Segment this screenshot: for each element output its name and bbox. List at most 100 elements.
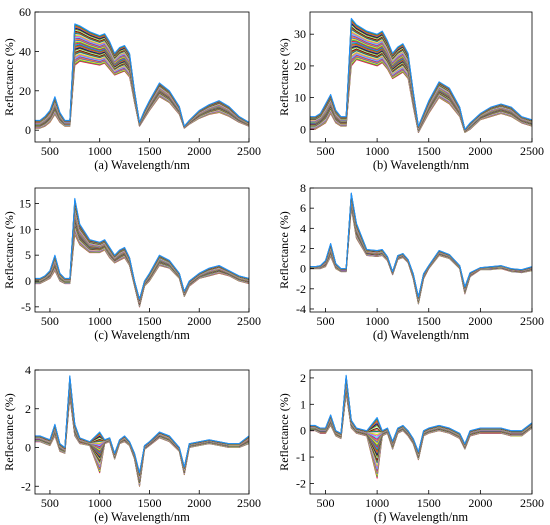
y-axis-label: Reflectance (%) [2,38,16,116]
spectrum-line [35,39,249,128]
x-tick-label: 1000 [365,314,389,328]
panel-a: 500 1000 1500 2000 2500 0 20 40 60 Reflectance (%… [2,5,261,172]
x-tick-label: 2000 [187,314,211,328]
x-tick-label: 1000 [88,314,112,328]
y-tick-label: -5 [21,300,31,314]
panel-d: 500 1000 1500 2000 2500 -4 -2 0 2 4 6 8 Reflectance … [277,181,544,342]
spectrum-line [35,204,249,301]
spectrum-line [310,30,532,131]
spectrum-line [310,195,532,299]
spectra-traces [310,374,532,479]
spectra-traces [310,192,532,305]
spectrum-line [35,207,249,302]
x-tick-label: 2500 [520,314,544,328]
spectrum-line [35,38,249,128]
x-tick-label: 2500 [237,314,261,328]
spectrum-line [35,43,249,128]
spectrum-line [35,202,249,301]
y-tick-label: 1 [300,397,306,411]
y-tick-label: 20 [294,59,306,73]
y-tick-label: 40 [19,44,31,58]
spectrum-line [310,17,532,130]
y-tick-label: 0 [300,262,306,276]
spectrum-line [35,209,249,303]
panel-caption: (b) Wavelength/nm [373,158,470,172]
x-tick-label: 2000 [468,496,492,510]
panel-caption: (e) Wavelength/nm [94,510,190,524]
x-tick-label: 500 [316,144,334,158]
y-tick-label: -4 [296,302,306,316]
spectrum-line [35,42,249,128]
y-tick-label: 4 [25,363,31,377]
spectra-traces [310,17,532,133]
x-tick-label: 500 [316,314,334,328]
x-tick-label: 2000 [187,144,211,158]
axes-frame [309,187,533,313]
y-tick-label: -2 [21,479,31,493]
spectrum-line [35,41,249,128]
spectrum-line [35,205,249,302]
spectrum-line [35,44,249,128]
spectrum-line [35,23,249,127]
x-tick-label: 2000 [468,314,492,328]
spectrum-line [310,374,532,453]
y-axis-label: Reflectance (%) [277,38,291,116]
spectrum-line [310,31,532,131]
x-tick-label: 1500 [137,496,161,510]
y-tick-label: -2 [296,476,306,490]
spectrum-line [35,203,249,301]
spectrum-line [35,197,249,300]
spectra-traces [35,23,249,129]
axes-frame [309,369,533,495]
spectrum-line [310,388,532,465]
y-tick-label: 0 [25,274,31,288]
panel-f: 500 1000 1500 2000 2500 -2 -1 0 1 2 Reflectance (%… [277,369,544,524]
spectrum-line [310,192,532,298]
spectrum-line [35,375,249,474]
y-tick-label: 0 [300,122,306,136]
spectrum-line [310,193,532,298]
y-axis-label: Reflectance (%) [277,393,291,471]
spectra-traces [35,375,249,487]
axes-frame [34,369,250,495]
y-tick-label: 10 [294,91,306,105]
spectrum-line [35,390,249,483]
panel-caption: (c) Wavelength/nm [94,328,190,342]
x-tick-label: 500 [41,314,59,328]
spectrum-line [310,388,532,464]
x-tick-label: 1500 [417,314,441,328]
x-tick-label: 2500 [237,144,261,158]
y-tick-label: 30 [294,27,306,41]
spectrum-line [310,194,532,299]
y-tick-label: 0 [300,424,306,438]
y-axis-label: Reflectance (%) [2,393,16,471]
y-tick-label: 4 [300,221,306,235]
spectrum-line [310,194,532,299]
y-tick-label: 15 [19,197,31,211]
y-tick-label: 60 [19,5,31,19]
y-axis-label: Reflectance (%) [2,211,16,289]
x-tick-label: 2000 [468,144,492,158]
y-tick-label: 6 [300,201,306,215]
y-axis-label: Reflectance (%) [277,211,291,289]
spectra-traces [35,197,249,308]
x-tick-label: 1500 [417,496,441,510]
x-tick-label: 1000 [88,144,112,158]
panel-caption: (d) Wavelength/nm [373,328,470,342]
x-tick-label: 2500 [237,496,261,510]
y-tick-label: -1 [296,450,306,464]
spectrum-line [35,390,249,483]
spectrum-line [35,201,249,301]
spectrum-line [35,206,249,302]
spectrum-line [310,192,532,298]
x-tick-label: 500 [316,496,334,510]
axes-frame [309,11,533,143]
x-tick-label: 1500 [137,314,161,328]
spectrum-line [35,200,249,301]
spectrum-line [310,28,532,131]
spectrum-line [310,194,532,299]
panel-e: 500 1000 1500 2000 2500 -2 0 2 4 Reflectance (%) (… [2,363,261,524]
spectrum-line [35,37,249,128]
x-tick-label: 2000 [187,496,211,510]
